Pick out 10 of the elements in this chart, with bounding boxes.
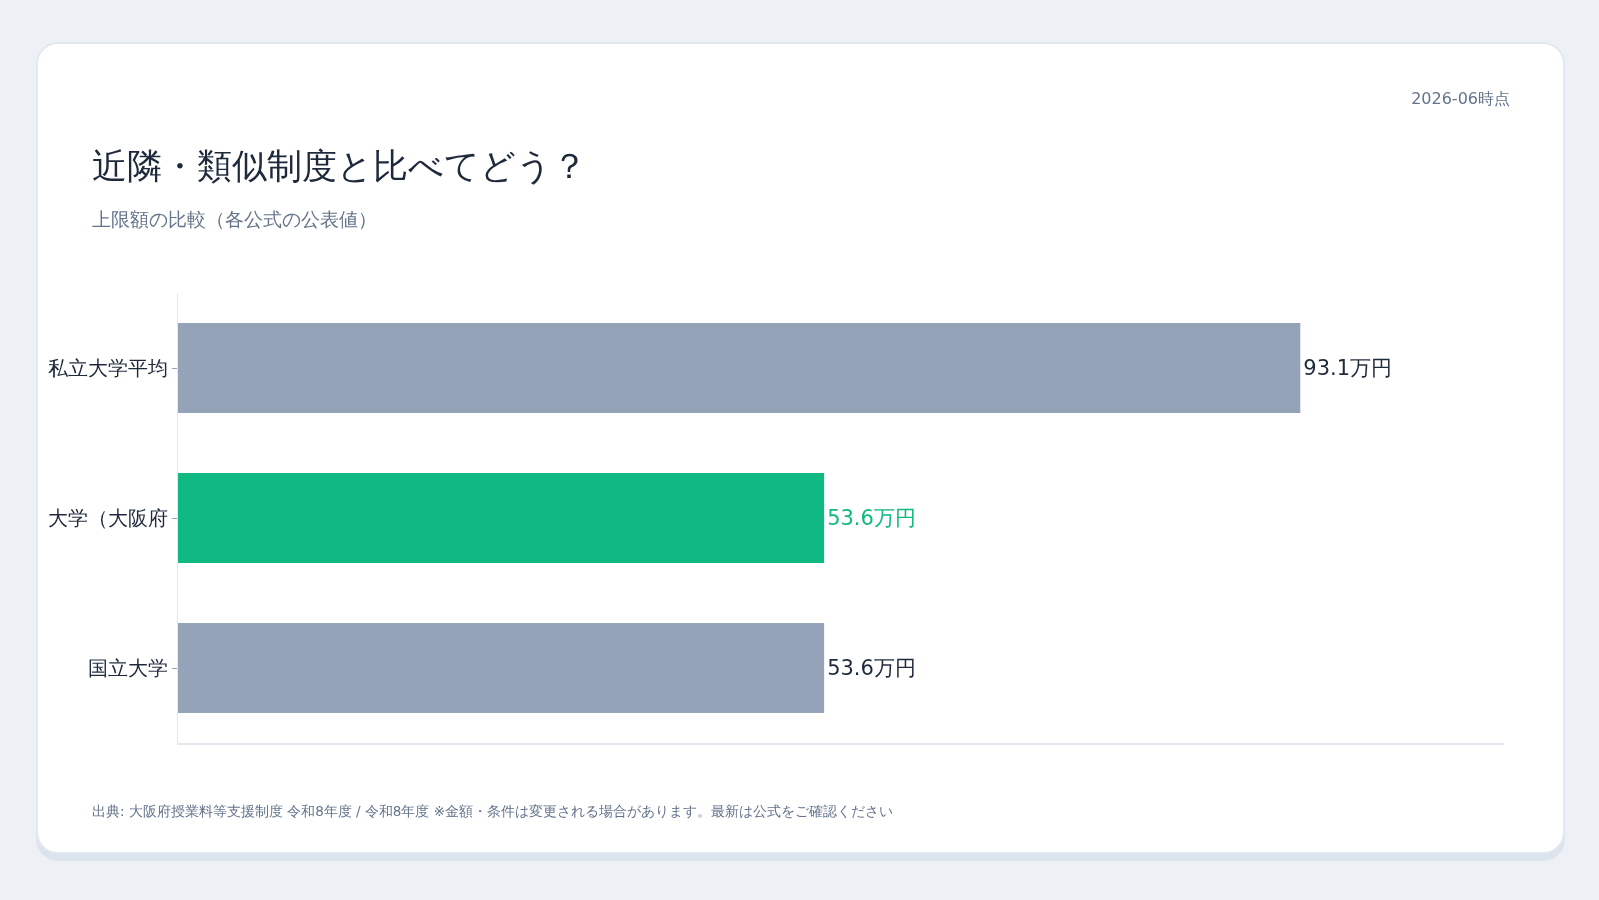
y-tick-label: 私立大学平均 xyxy=(47,356,168,380)
data-label: 53.6万円 xyxy=(827,506,916,530)
chart-subtitle: 上限額の比較（各公式の公表値） xyxy=(92,207,377,232)
chart-title: 近隣・類似制度と比べてどう？ xyxy=(92,145,587,188)
source-note: 出典: 大阪府授業料等支援制度 令和8年度 / 令和8年度 ※金額・条件は変更される場合があります。最新は公式をご確認ください xyxy=(92,802,894,821)
y-tick-label: 大学（大阪府 xyxy=(47,506,168,530)
text: 2026-06時点 xyxy=(1411,88,1510,110)
y-tick-label: 国立大学 xyxy=(87,656,168,680)
data-label: 53.6万円 xyxy=(827,656,916,680)
data-label: 93.1万円 xyxy=(1303,356,1393,380)
